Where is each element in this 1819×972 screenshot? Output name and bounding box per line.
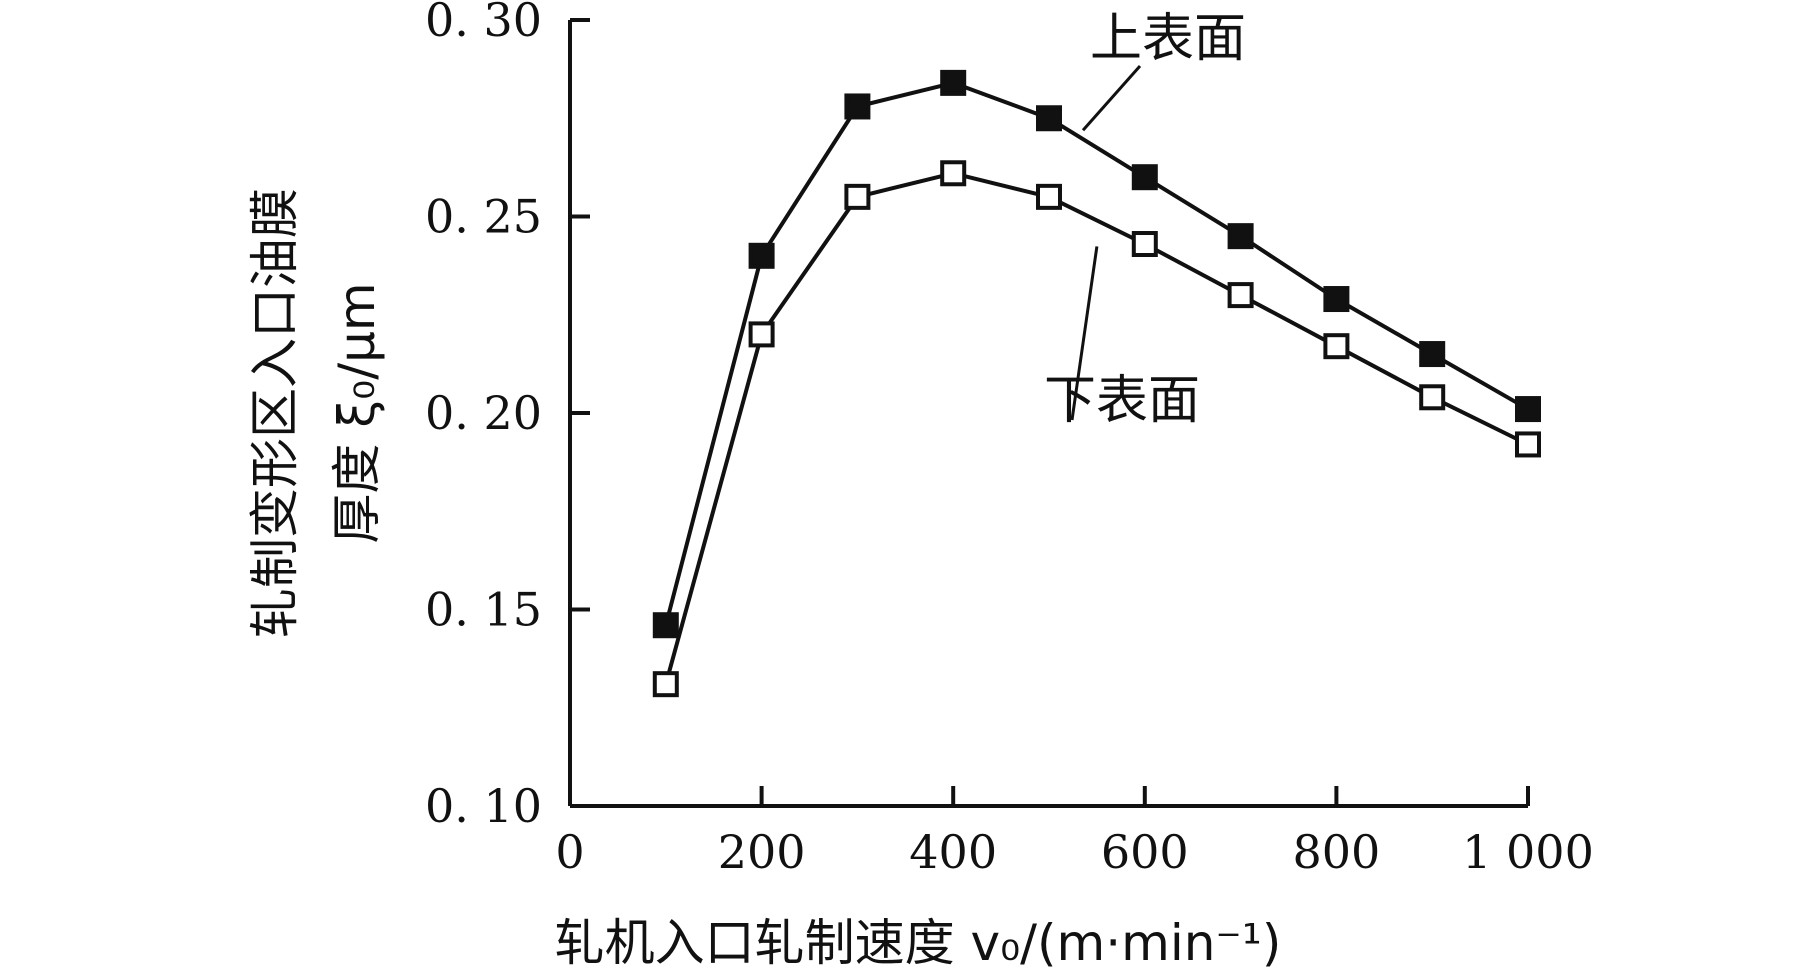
x-tick-label: 1 000 [1462,825,1594,879]
x-tick-label: 200 [718,825,806,879]
x-tick-label: 800 [1292,825,1380,879]
x-tick-label: 0 [555,825,584,879]
open-square-marker [652,671,679,698]
open-square-marker [940,160,967,187]
series-label-1: 上表面 [1090,9,1246,69]
open-square-marker [1131,231,1158,258]
open-square-marker [1419,384,1446,411]
y-tick-label: 0. 10 [425,779,542,833]
filled-square-marker [1131,164,1158,191]
y-tick-label: 0. 15 [425,583,542,637]
filled-square-marker [844,93,871,120]
filled-square-marker [940,69,967,96]
filled-square-marker [1036,105,1062,132]
y-axis-title-line-1: 轧制变形区入口油膜 [246,188,304,638]
filled-square-marker [1227,223,1254,250]
open-square-marker [748,321,775,348]
y-tick-label: 0. 30 [425,0,542,47]
series-leader-line-1 [1081,65,1142,132]
filled-square-marker [1515,396,1541,423]
filled-square-marker [652,612,679,639]
series-markers [652,69,1541,698]
series-line-1 [663,80,1529,626]
open-square-marker [1036,183,1062,210]
filled-square-marker [748,242,775,269]
x-axis-title: 轧机入口轧制速度 v₀/(m·min⁻¹) [555,914,1282,967]
axis-titles: 轧机入口轧制速度 v₀/(m·min⁻¹) 轧制变形区入口油膜 厚度 ξ₀/μm [246,188,1282,972]
y-axis-title-line-2: 厚度 ξ₀/μm [328,282,386,543]
series-lines [663,80,1529,685]
open-square-marker [1323,333,1350,360]
series-leader-line-2 [1070,246,1099,421]
open-square-marker [1227,282,1254,309]
filled-square-marker [1323,286,1350,313]
x-tick-label: 400 [909,825,997,879]
series-line-2 [663,171,1529,685]
y-tick-label: 0. 20 [425,386,542,440]
y-tick-label: 0. 25 [425,190,542,244]
open-square-marker [1515,431,1541,458]
open-square-marker [844,183,871,210]
filled-square-marker [1419,341,1446,368]
series-label-2: 下表面 [1044,371,1200,431]
x-tick-label: 600 [1101,825,1189,879]
ticks: 0. 10 0. 15 0. 20 0. 25 0. 30 0 200 400 600 800 1 … [425,0,1594,879]
